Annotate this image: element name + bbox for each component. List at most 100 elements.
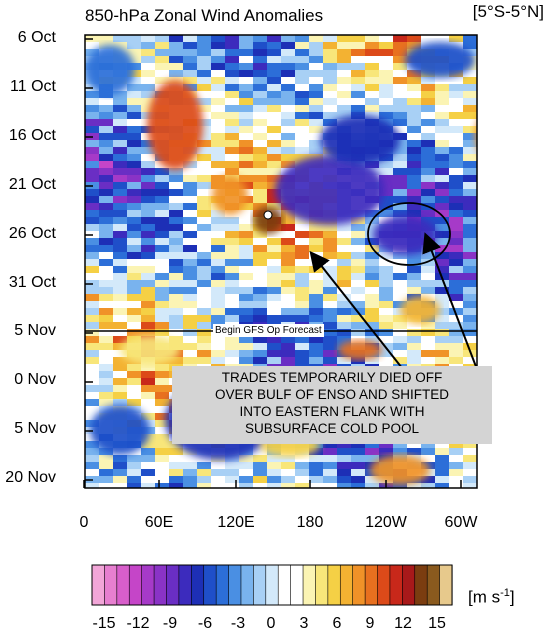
field-cell	[127, 455, 142, 463]
x-tick-label: 120W	[365, 514, 407, 531]
field-cell	[239, 56, 254, 64]
field-cell	[267, 357, 282, 365]
field-cell	[267, 56, 282, 64]
field-cell	[379, 210, 394, 218]
field-cell	[407, 441, 422, 449]
field-cell	[295, 357, 310, 365]
field-cell	[183, 287, 198, 295]
anomaly-blob	[405, 42, 475, 78]
field-cell	[183, 301, 198, 309]
field-cell	[449, 462, 464, 470]
field-cell	[169, 217, 184, 225]
field-cell	[309, 140, 324, 148]
field-cell	[225, 280, 240, 288]
field-cell	[267, 308, 282, 316]
field-cell	[351, 35, 366, 43]
field-cell	[421, 126, 436, 134]
field-cell	[113, 315, 128, 323]
field-cell	[253, 231, 268, 239]
field-cell	[169, 42, 184, 50]
field-cell	[239, 252, 254, 260]
field-cell	[113, 154, 128, 162]
field-cell	[183, 329, 198, 337]
field-cell	[393, 350, 408, 358]
field-cell	[281, 357, 296, 365]
colorbar-swatch	[389, 564, 403, 606]
colorbar-swatch	[153, 564, 168, 606]
field-cell	[435, 280, 450, 288]
field-cell	[113, 175, 128, 183]
field-cell	[197, 154, 212, 162]
field-cell	[295, 70, 310, 78]
field-cell	[141, 182, 156, 190]
field-cell	[435, 112, 450, 120]
field-cell	[253, 161, 268, 169]
field-cell	[141, 476, 156, 484]
field-cell	[463, 231, 477, 239]
field-cell	[155, 469, 170, 477]
field-cell	[239, 49, 254, 57]
y-tick-label: 5 Nov	[14, 322, 56, 339]
field-cell	[267, 84, 282, 92]
field-cell	[113, 273, 128, 281]
field-cell	[267, 469, 282, 477]
field-cell	[393, 322, 408, 330]
field-cell	[239, 462, 254, 470]
field-cell	[141, 70, 156, 78]
field-cell	[211, 245, 226, 253]
field-cell	[267, 70, 282, 78]
field-cell	[127, 280, 142, 288]
colorbar-frame	[91, 564, 453, 606]
field-cell	[435, 252, 450, 260]
colorbar-swatch	[277, 564, 292, 606]
field-cell	[155, 182, 170, 190]
field-cell	[281, 350, 296, 358]
field-cell	[393, 133, 408, 141]
field-cell	[197, 231, 212, 239]
field-cell	[183, 63, 198, 71]
field-cell	[99, 259, 114, 267]
field-cell	[211, 301, 226, 309]
field-cell	[85, 168, 100, 176]
field-cell	[113, 217, 128, 225]
field-cell	[267, 77, 282, 85]
field-cell	[281, 119, 296, 127]
field-cell	[85, 98, 100, 106]
field-cell	[239, 238, 254, 246]
field-cell	[225, 357, 240, 365]
field-cell	[99, 301, 114, 309]
field-cell	[155, 224, 170, 232]
field-cell	[267, 273, 282, 281]
field-cell	[99, 231, 114, 239]
field-cell	[309, 315, 324, 323]
field-cell	[183, 280, 198, 288]
field-cell	[253, 455, 268, 463]
anomaly-blob	[253, 206, 283, 234]
anomaly-blob	[320, 115, 400, 165]
field-cell	[463, 154, 477, 162]
field-cell	[365, 56, 380, 64]
field-cell	[155, 315, 170, 323]
field-cell	[449, 105, 464, 113]
field-cell	[435, 210, 450, 218]
field-cell	[463, 91, 477, 99]
field-cell	[183, 203, 198, 211]
field-cell	[225, 147, 240, 155]
colorbar-tick-label: 3	[299, 615, 309, 632]
field-cell	[155, 266, 170, 274]
field-cell	[449, 273, 464, 281]
field-cell	[407, 126, 422, 134]
field-cell	[113, 294, 128, 302]
field-cell	[393, 357, 408, 365]
field-cell	[449, 343, 464, 351]
field-cell	[463, 266, 477, 274]
field-cell	[99, 357, 114, 365]
field-cell	[169, 280, 184, 288]
field-cell	[155, 322, 170, 330]
field-cell	[281, 301, 296, 309]
field-cell	[113, 91, 128, 99]
field-cell	[267, 140, 282, 148]
field-cell	[449, 469, 464, 477]
field-cell	[183, 252, 198, 260]
field-cell	[211, 231, 226, 239]
